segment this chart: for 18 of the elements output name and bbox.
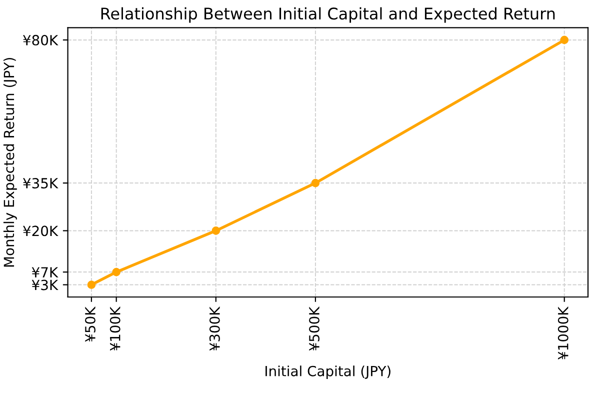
y-tick-label: ¥80K [23,34,58,46]
x-tick-label: ¥100K [110,306,120,351]
y-tick-label: ¥20K [23,226,58,236]
y-tick-label: ¥3K [32,280,58,290]
y-axis-title: Monthly Expected Return (JPY) [3,58,17,267]
x-tick-label: ¥50K [84,306,96,342]
x-tick-label: ¥1000K [558,306,568,360]
point [112,268,121,276]
y-tick-label: ¥35K [23,178,58,188]
x-tick-label: ¥300K [209,306,220,351]
chart-title: Relationship Between Initial Capital and Expected Return [101,7,555,23]
point [560,36,569,44]
point [212,226,220,235]
point [311,178,320,188]
x-axis-title: Initial Capital (JPY) [266,366,390,380]
y-tick-label: ¥7K [32,267,58,278]
point [87,280,96,289]
x-tick-label: ¥500K [308,306,320,351]
